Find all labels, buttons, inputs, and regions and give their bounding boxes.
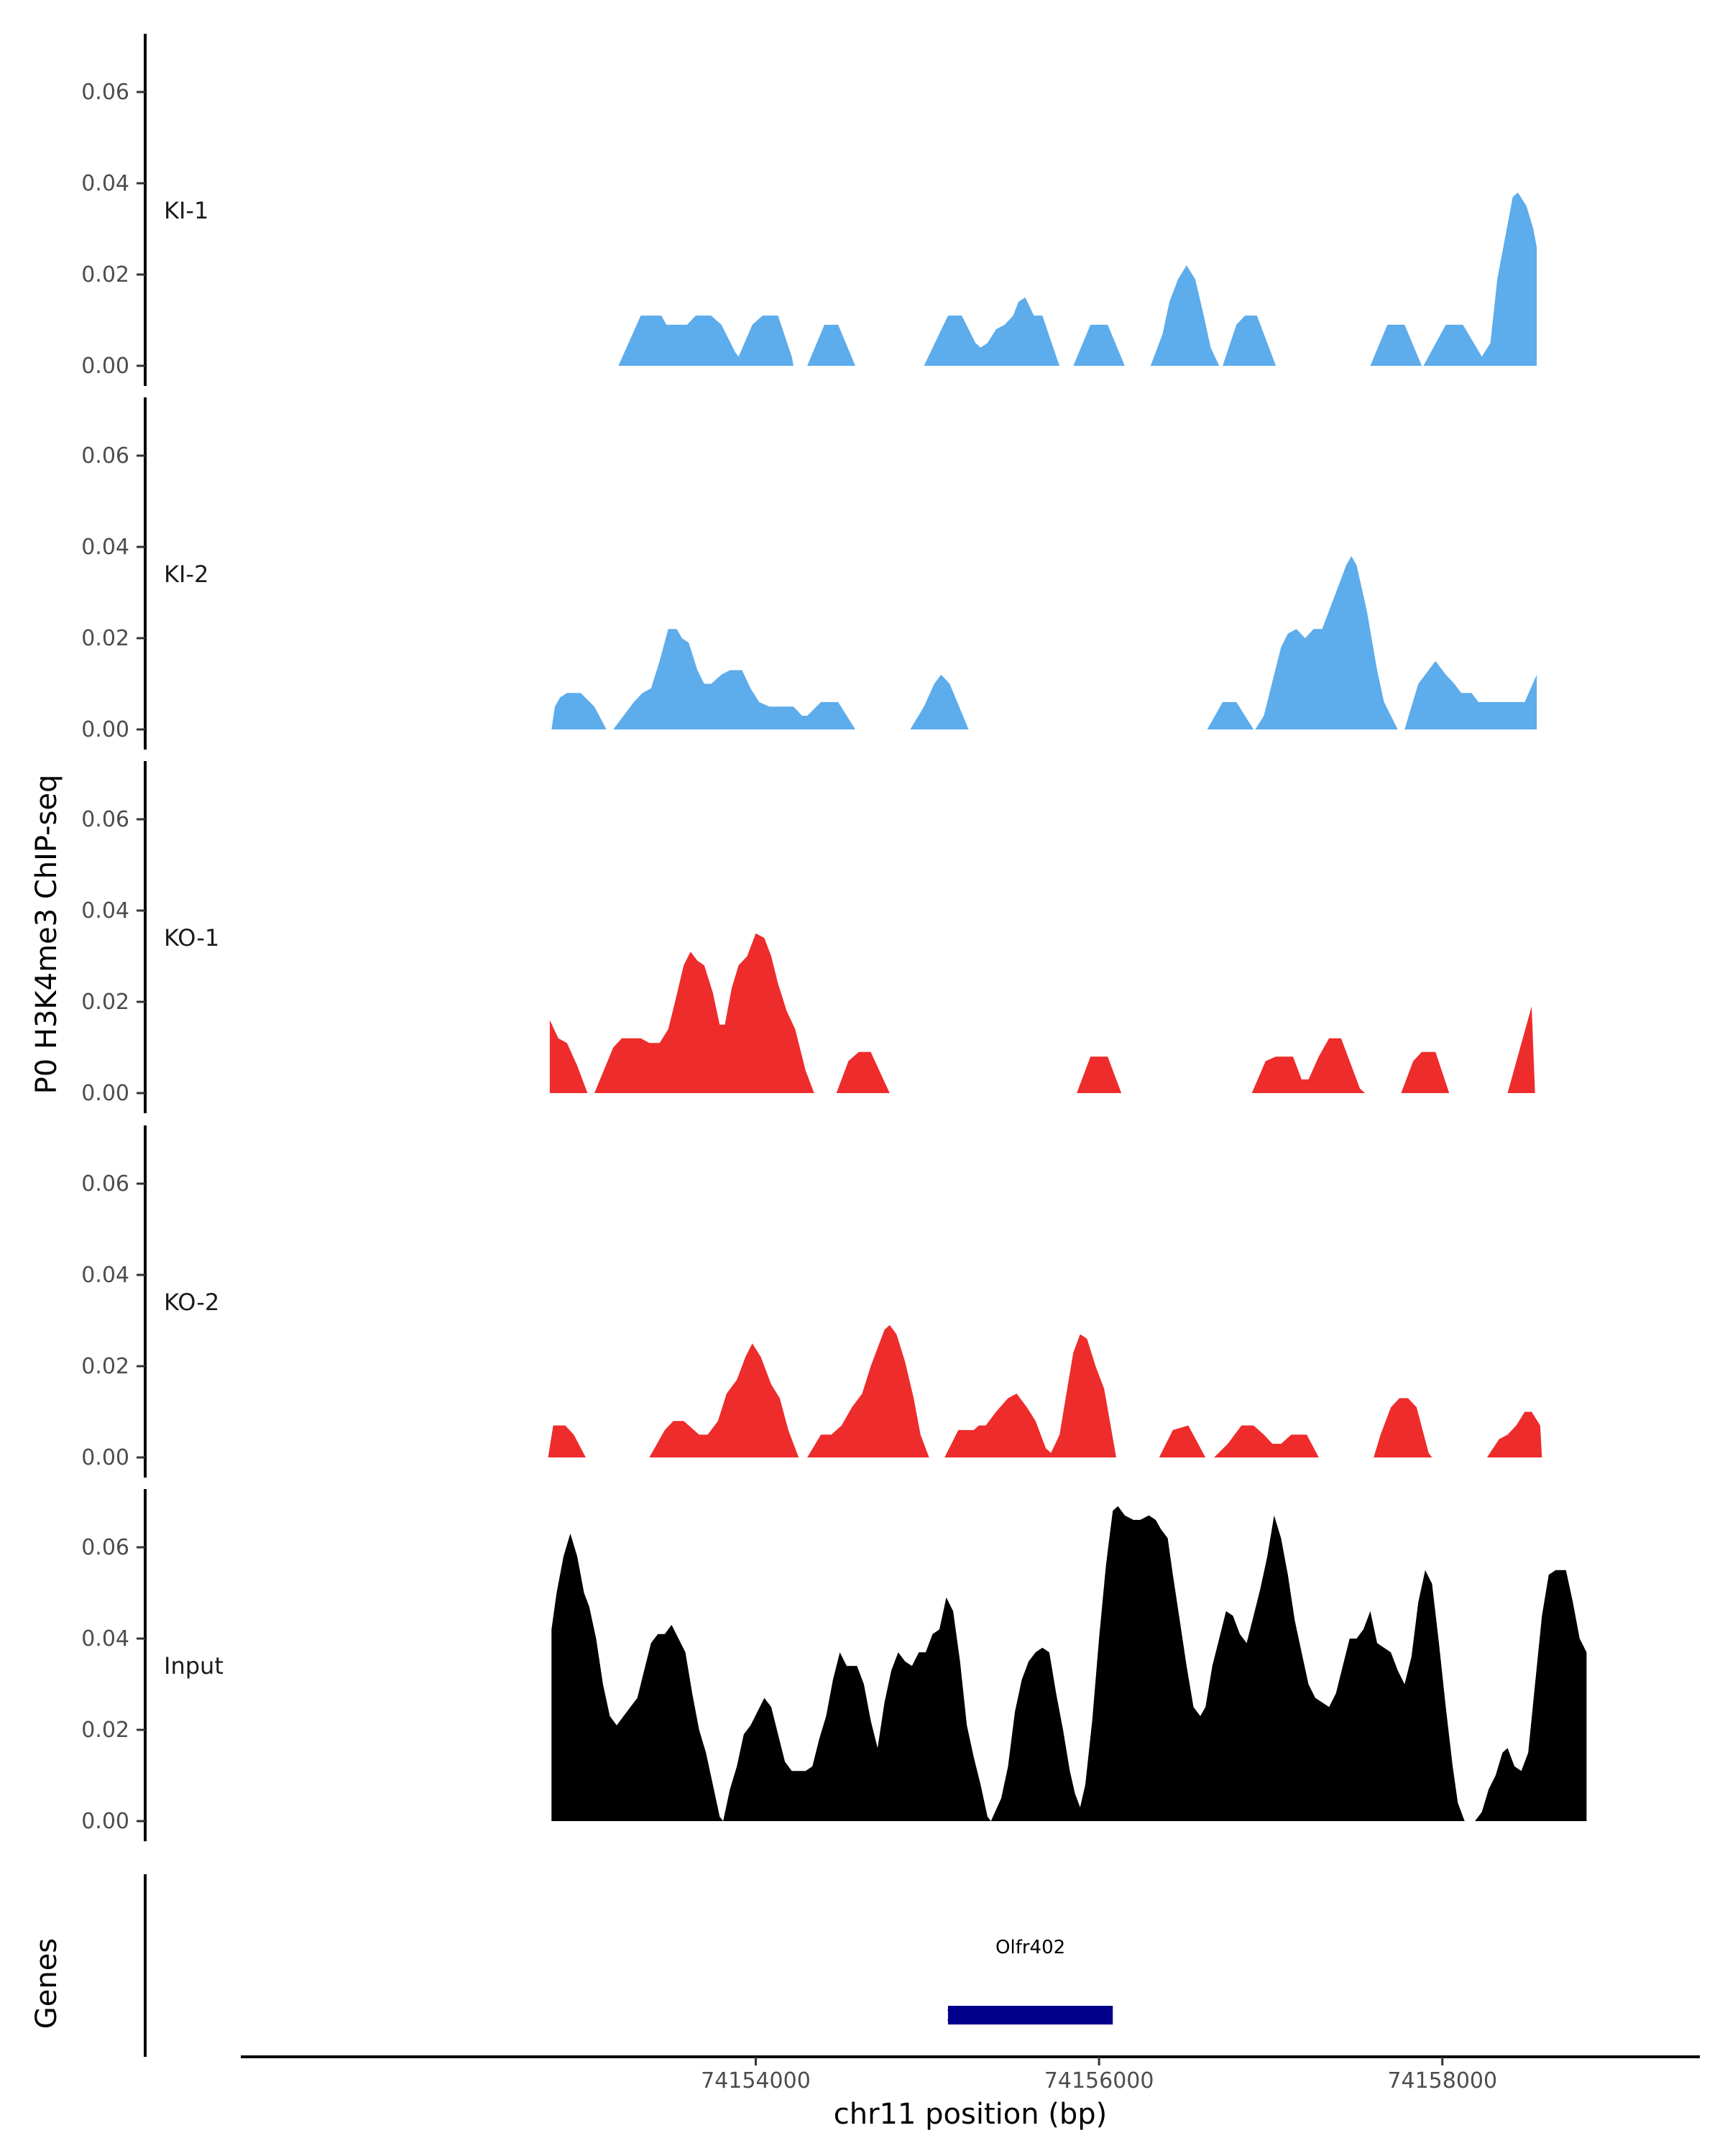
track-label: KI-2 <box>164 561 208 588</box>
y-tick-label: 0.04 <box>81 535 129 560</box>
track-ko-1: 0.00 0.02 0.04 0.06 KO-1 <box>81 761 1535 1113</box>
y-tick-label: 0.00 <box>81 1445 129 1470</box>
coverage-tracks: 0.00 0.02 0.04 0.06 KI-1 0.00 0.02 0.04 0.06 KI-2… <box>81 34 1587 1841</box>
coverage-area <box>551 1506 1587 1821</box>
y-tick-label: 0.00 <box>81 1809 129 1834</box>
track-label: KO-2 <box>164 1289 219 1316</box>
y-tick-label: 0.02 <box>81 1718 129 1743</box>
y-tick-label: 0.06 <box>81 1535 129 1560</box>
y-tick-label: 0.04 <box>81 1626 129 1651</box>
track-ki-1: 0.00 0.02 0.04 0.06 KI-1 <box>81 34 1537 386</box>
y-axis-title: P0 H3K4me3 ChIP-seq <box>30 775 63 1095</box>
x-axis: 74154000 74156000 74158000 <box>241 2055 1700 2093</box>
x-tick-label: 74158000 <box>1387 2068 1497 2093</box>
y-tick-label: 0.04 <box>81 1263 129 1288</box>
y-tick-label: 0.04 <box>81 171 129 196</box>
coverage-area <box>548 1325 1542 1457</box>
x-tick-label: 74156000 <box>1044 2068 1154 2093</box>
y-tick-label: 0.00 <box>81 717 129 742</box>
genes-axis-title: Genes <box>30 1938 63 2029</box>
strand-arrow <box>1103 2008 1113 2022</box>
y-tick-label: 0.06 <box>81 1171 129 1197</box>
track-label: Input <box>164 1652 224 1680</box>
y-tick-label: 0.02 <box>81 262 129 287</box>
y-tick-label: 0.04 <box>81 898 129 923</box>
coverage-area <box>551 556 1537 729</box>
coverage-area <box>549 933 1535 1093</box>
track-label: KO-1 <box>164 924 219 952</box>
y-tick-label: 0.00 <box>81 354 129 379</box>
strand-arrow <box>947 2008 957 2022</box>
y-tick-label: 0.06 <box>81 807 129 832</box>
gene-body <box>947 2006 1113 2024</box>
y-tick-label: 0.02 <box>81 990 129 1015</box>
track-label: KI-1 <box>164 197 208 224</box>
y-tick-label: 0.02 <box>81 626 129 651</box>
x-tick-label: 74154000 <box>701 2068 811 2093</box>
y-tick-label: 0.06 <box>81 443 129 469</box>
x-axis-title: chr11 position (bp) <box>834 2098 1108 2131</box>
track-input: 0.00 0.02 0.04 0.06 Input <box>81 1489 1587 1841</box>
y-tick-label: 0.00 <box>81 1081 129 1106</box>
gene-label: Olfr402 <box>995 1937 1065 1958</box>
y-tick-label: 0.02 <box>81 1354 129 1379</box>
y-tick-label: 0.06 <box>81 80 129 105</box>
track-ki-2: 0.00 0.02 0.04 0.06 KI-2 <box>81 397 1537 750</box>
coverage-area <box>618 192 1537 366</box>
track-ko-2: 0.00 0.02 0.04 0.06 KO-2 <box>81 1125 1542 1478</box>
gene-track: Olfr402 <box>144 1874 1113 2057</box>
